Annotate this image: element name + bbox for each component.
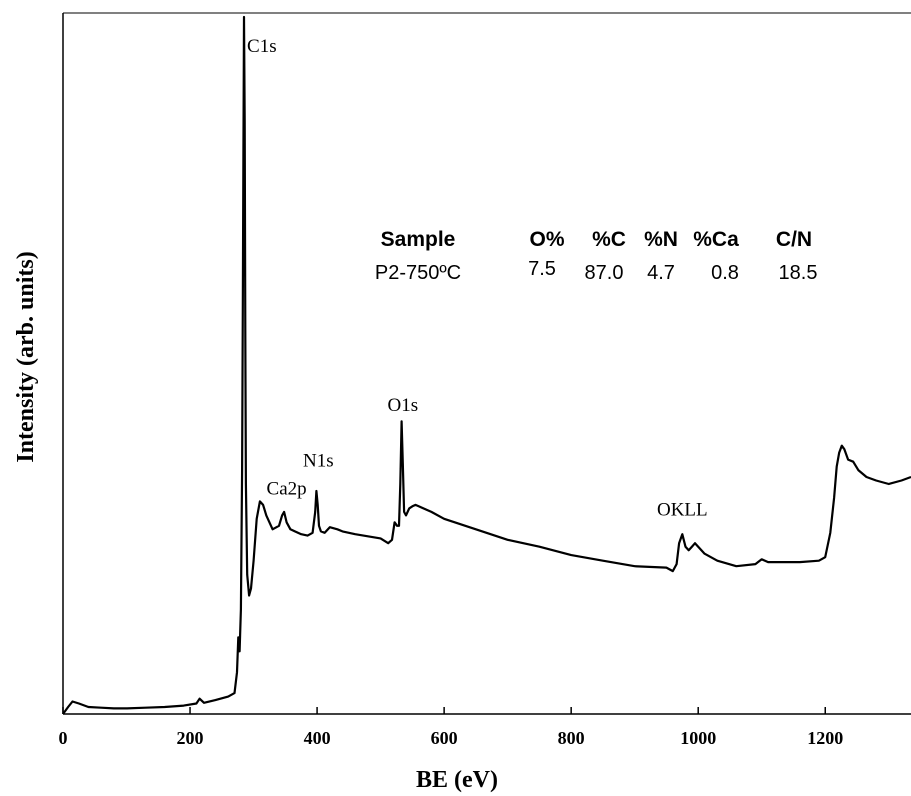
x-tick-label: 800 — [558, 728, 585, 748]
table-header-cn: C/N — [776, 228, 812, 251]
table-cell-sample: P2-750ºC — [375, 262, 461, 284]
table-cell-ca: 0.8 — [711, 262, 739, 284]
x-tick-label: 600 — [431, 728, 458, 748]
peak-label-n1s: N1s — [303, 451, 334, 472]
peak-label-ca2p: Ca2p — [267, 478, 307, 499]
peak-label-o1s: O1s — [388, 395, 419, 416]
table-header-o: O% — [529, 228, 564, 251]
peak-label-c1s: C1s — [247, 36, 277, 57]
x-tick-label: 0 — [59, 728, 68, 748]
x-tick-label: 200 — [177, 728, 204, 748]
table-cell-cn: 18.5 — [779, 262, 818, 284]
peak-label-okll: OKLL — [657, 499, 708, 520]
table-cell-n: 4.7 — [647, 262, 675, 284]
x-tick-label: 1000 — [680, 728, 716, 748]
table-cell-c: 87.0 — [585, 262, 624, 284]
spectrum-series-line — [62, 15, 911, 715]
x-tick-label: 400 — [304, 728, 331, 748]
x-axis-ticks: 0 200 400 600 800 1000 1200 — [59, 707, 843, 748]
x-axis-title: BE (eV) — [416, 767, 498, 793]
table-header-sample: Sample — [381, 228, 456, 251]
x-tick-label: 1200 — [807, 728, 843, 748]
table-header-c: %C — [592, 228, 626, 251]
table-header-n: %N — [644, 228, 678, 251]
peak-labels: C1s Ca2p N1s O1s OKLL — [247, 36, 708, 521]
table-cell-o: 7.5 — [528, 258, 556, 280]
composition-table: Sample O% %C %N %Ca C/N P2-750ºC 7.5 87.… — [375, 228, 818, 284]
table-header-ca: %Ca — [693, 228, 739, 251]
y-axis-title: Intensity (arb. units) — [13, 251, 39, 462]
